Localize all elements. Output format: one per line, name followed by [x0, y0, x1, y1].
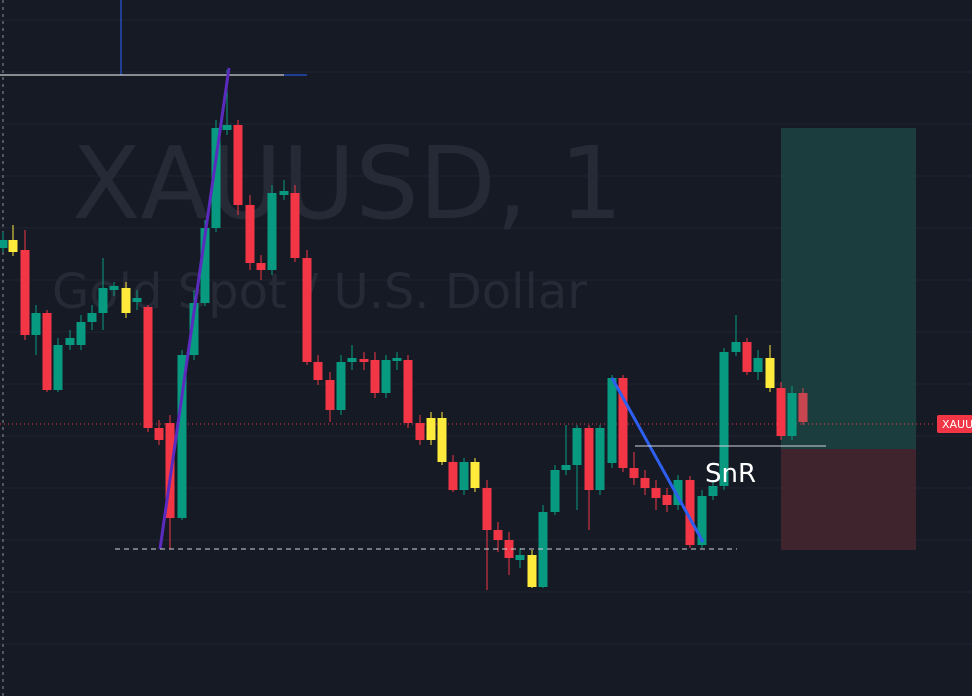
candle-body — [109, 286, 119, 290]
watermark-symbol: XAUUSD, 1 — [72, 125, 623, 242]
candle-body — [504, 540, 514, 558]
candle-body — [42, 313, 52, 390]
candle-body — [87, 313, 97, 322]
candle-body — [370, 360, 380, 393]
loss-zone — [781, 449, 916, 550]
candle-body — [233, 125, 243, 205]
candle-body — [381, 360, 391, 393]
watermark-description: Gold Spot / U.S. Dollar — [52, 264, 587, 320]
price-tag-label: XAUU — [942, 418, 972, 431]
candle-body — [290, 193, 300, 258]
candle-body — [482, 488, 492, 530]
candle-body — [493, 530, 503, 540]
snr-label: SnR — [705, 459, 756, 489]
candle-body — [708, 486, 718, 496]
candle-body — [20, 250, 30, 335]
candle-body — [776, 388, 786, 436]
candle-body — [76, 322, 86, 345]
candle-body — [336, 362, 346, 410]
price-tag — [937, 415, 972, 433]
candle-body — [459, 462, 469, 490]
candle-body — [279, 191, 289, 195]
candle-body — [448, 462, 458, 490]
candle-body — [765, 358, 775, 388]
candle-body — [618, 378, 628, 468]
candle-body — [53, 345, 63, 390]
candle-body — [470, 462, 480, 488]
candle-body — [426, 418, 436, 440]
candle-body — [550, 470, 560, 512]
candle-body — [347, 358, 357, 362]
candle-body — [731, 342, 741, 352]
candle-body — [98, 288, 108, 313]
candle-body — [415, 423, 425, 440]
candle-body — [607, 378, 617, 463]
candle-body — [121, 288, 131, 313]
candle-body — [629, 468, 639, 478]
candle-body — [189, 303, 199, 355]
candle-body — [302, 258, 312, 362]
candles — [0, 70, 808, 590]
candle-body — [143, 307, 153, 428]
candle-body — [584, 428, 594, 490]
candle-body — [561, 465, 571, 470]
candle-body — [8, 240, 18, 252]
candle-body — [65, 338, 75, 345]
candle-body — [245, 205, 255, 263]
candle-body — [256, 263, 266, 270]
candle-body — [31, 313, 41, 335]
candle-body — [595, 428, 605, 490]
candle-body — [392, 358, 402, 361]
candle-body — [753, 358, 763, 372]
candle-body — [132, 298, 142, 302]
candle-body — [177, 355, 187, 518]
candle-body — [742, 342, 752, 372]
trend-line — [158, 67, 231, 550]
candle-body — [640, 478, 650, 488]
candle-body — [211, 128, 221, 228]
candle-body — [325, 380, 335, 410]
candle-body — [267, 193, 277, 270]
candle-body — [527, 555, 537, 587]
candle-body — [359, 359, 369, 362]
candle-body — [154, 428, 164, 440]
candle-body — [222, 125, 232, 130]
candle-body — [515, 555, 525, 560]
candle-body — [719, 352, 729, 486]
candle-body — [787, 393, 797, 436]
candle-body — [798, 393, 808, 422]
candle-body — [403, 360, 413, 423]
candle-body — [662, 495, 672, 505]
trend-line — [610, 377, 705, 543]
candle-body — [673, 480, 683, 505]
candle-body — [437, 418, 447, 462]
candle-body — [572, 428, 582, 465]
candle-body — [697, 496, 707, 545]
candle-body — [200, 228, 210, 303]
candle-body — [313, 362, 323, 380]
candle-body — [0, 240, 8, 248]
candle-body — [685, 480, 695, 545]
candle-body — [651, 488, 661, 498]
